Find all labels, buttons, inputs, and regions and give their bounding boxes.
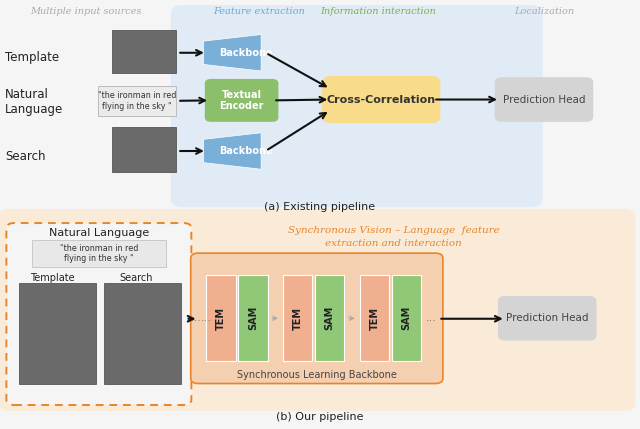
Text: Natural
Language: Natural Language — [5, 88, 63, 116]
Text: Prediction Head: Prediction Head — [503, 94, 585, 105]
Text: Template: Template — [30, 273, 75, 283]
Text: Localization: Localization — [514, 7, 574, 15]
FancyBboxPatch shape — [0, 209, 636, 411]
FancyBboxPatch shape — [191, 253, 443, 384]
FancyBboxPatch shape — [392, 275, 421, 361]
Text: SAM: SAM — [248, 306, 258, 330]
FancyBboxPatch shape — [238, 275, 268, 361]
Text: Feature extraction: Feature extraction — [213, 7, 305, 15]
FancyBboxPatch shape — [360, 275, 389, 361]
FancyBboxPatch shape — [6, 223, 191, 405]
FancyBboxPatch shape — [98, 86, 176, 116]
Text: Cross-Correlation: Cross-Correlation — [326, 94, 436, 105]
Text: extraction and interaction: extraction and interaction — [325, 239, 462, 248]
FancyBboxPatch shape — [205, 79, 278, 122]
FancyBboxPatch shape — [315, 275, 344, 361]
Text: Multiple input sources: Multiple input sources — [31, 7, 142, 15]
Text: (b) Our pipeline: (b) Our pipeline — [276, 412, 364, 422]
Text: Natural Language: Natural Language — [49, 228, 149, 239]
FancyBboxPatch shape — [32, 240, 166, 267]
FancyBboxPatch shape — [19, 283, 96, 384]
FancyBboxPatch shape — [112, 30, 176, 73]
FancyBboxPatch shape — [283, 275, 312, 361]
Text: ...: ... — [191, 313, 201, 323]
Text: TEM: TEM — [216, 307, 226, 330]
FancyBboxPatch shape — [206, 275, 236, 361]
FancyBboxPatch shape — [498, 296, 596, 341]
Text: (a) Existing pipeline: (a) Existing pipeline — [264, 202, 376, 212]
FancyBboxPatch shape — [104, 283, 181, 384]
Text: Search: Search — [5, 150, 45, 163]
Text: TEM: TEM — [292, 307, 303, 330]
FancyBboxPatch shape — [171, 5, 543, 207]
Text: Prediction Head: Prediction Head — [506, 313, 588, 323]
FancyBboxPatch shape — [495, 77, 593, 122]
Text: SAM: SAM — [401, 306, 412, 330]
Text: Textual
Encoder: Textual Encoder — [220, 90, 264, 111]
Text: Synchronous Vision – Language  feature: Synchronous Vision – Language feature — [288, 227, 499, 235]
Text: "the ironman in red
flying in the sky ": "the ironman in red flying in the sky " — [98, 91, 176, 111]
Text: Search: Search — [120, 273, 153, 283]
Text: ...: ... — [201, 313, 211, 323]
Text: Template: Template — [5, 51, 60, 64]
Text: Information interaction: Information interaction — [320, 7, 435, 15]
FancyBboxPatch shape — [322, 76, 440, 123]
Polygon shape — [204, 34, 261, 71]
Text: TEM: TEM — [369, 307, 380, 330]
Polygon shape — [204, 133, 261, 169]
Text: "the ironman in red
flying in the sky ": "the ironman in red flying in the sky " — [60, 244, 138, 263]
FancyBboxPatch shape — [112, 127, 176, 172]
Text: Backbone: Backbone — [220, 48, 273, 58]
Text: Synchronous Learning Backbone: Synchronous Learning Backbone — [237, 370, 397, 381]
Text: ...: ... — [426, 313, 436, 323]
Text: SAM: SAM — [324, 306, 335, 330]
Text: Backbone: Backbone — [220, 146, 273, 156]
